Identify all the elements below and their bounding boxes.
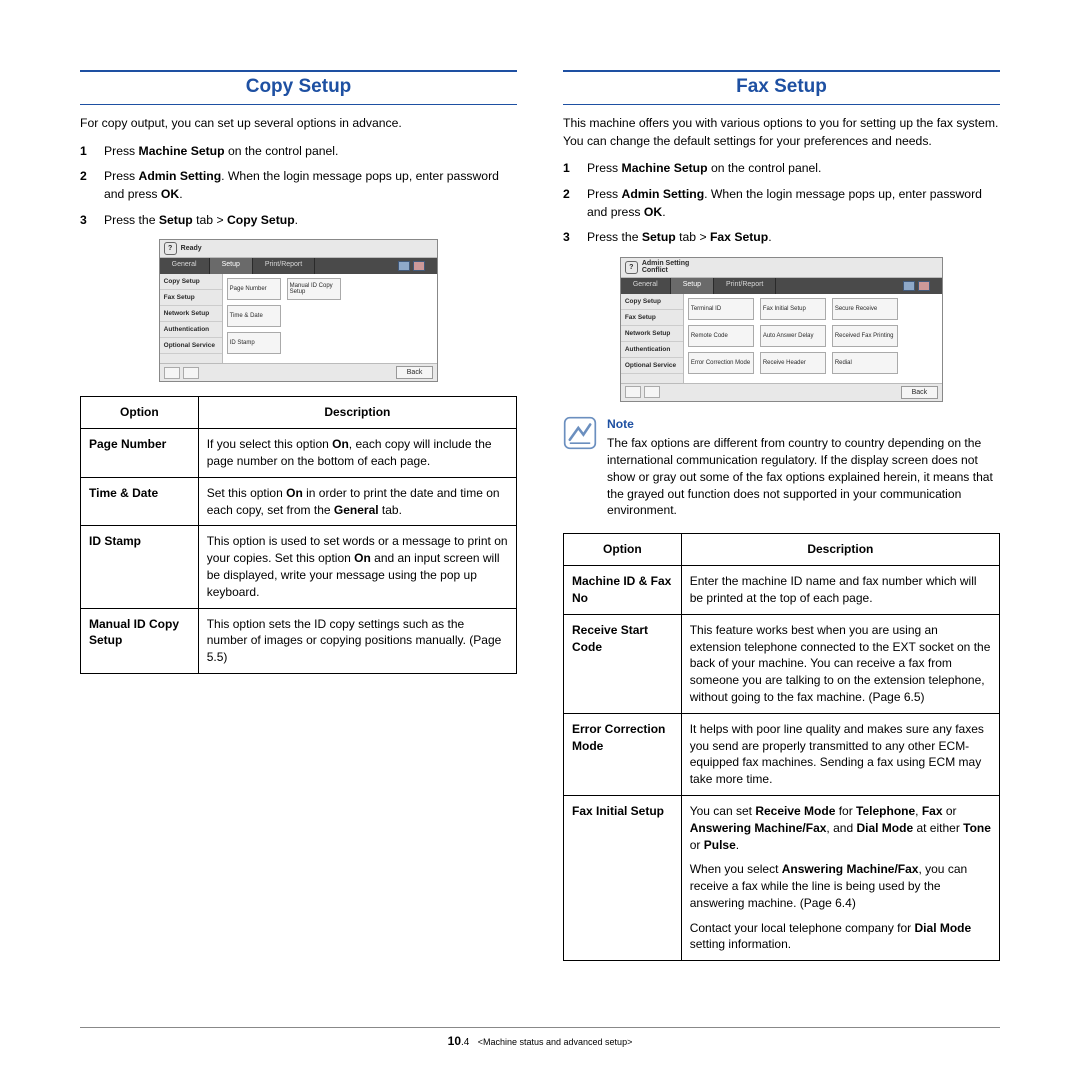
right-screenshot: ?Admin SettingConflict General Setup Pri… xyxy=(620,257,943,402)
right-intro: This machine offers you with various opt… xyxy=(563,115,1000,150)
note: Note The fax options are different from … xyxy=(563,416,1000,520)
right-heading: Fax Setup xyxy=(736,76,827,97)
left-heading: Copy Setup xyxy=(246,76,352,97)
left-intro: For copy output, you can set up several … xyxy=(80,115,517,133)
right-steps: 1Press Machine Setup on the control pane… xyxy=(563,160,1000,247)
right-column: Fax Setup This machine offers you with v… xyxy=(563,70,1000,961)
help-icon: ? xyxy=(164,242,177,255)
page: Copy Setup For copy output, you can set … xyxy=(0,0,1080,1080)
right-table: OptionDescription Machine ID & Fax NoEnt… xyxy=(563,533,1000,961)
note-icon xyxy=(563,416,597,450)
left-column: Copy Setup For copy output, you can set … xyxy=(80,70,517,961)
help-icon: ? xyxy=(625,261,638,274)
left-screenshot: ?Ready General Setup Print/Report Copy S… xyxy=(159,239,439,382)
page-footer: 10.4 <Machine status and advanced setup> xyxy=(80,1027,1000,1048)
left-steps: 1Press Machine Setup on the control pane… xyxy=(80,143,517,230)
left-table: OptionDescription Page NumberIf you sele… xyxy=(80,396,517,674)
